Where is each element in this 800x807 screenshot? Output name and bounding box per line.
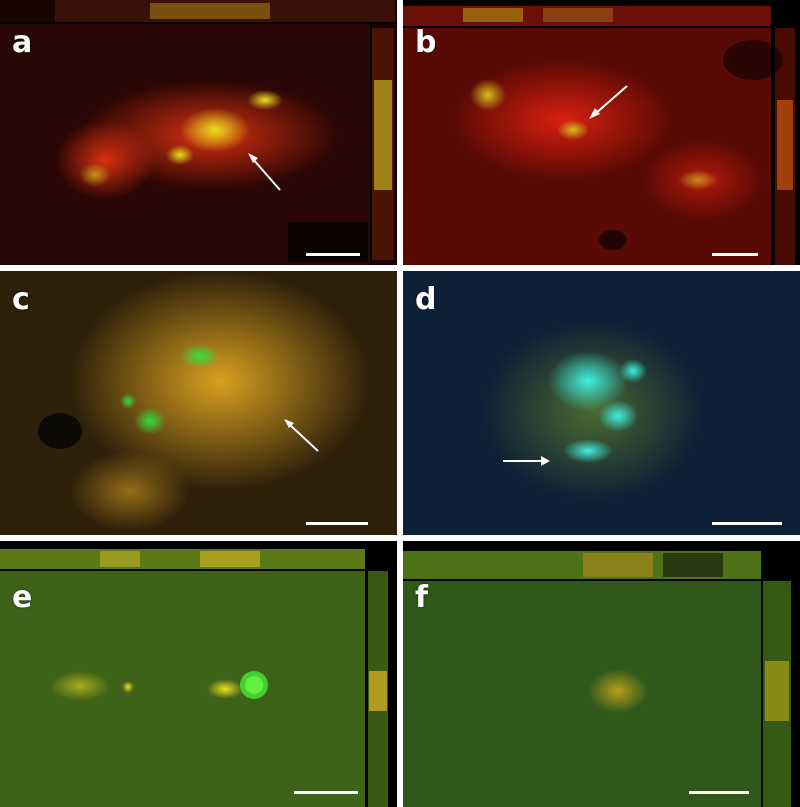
arrow-icon: [589, 85, 628, 119]
scale-bar: [689, 791, 749, 794]
arrow-icon: [503, 456, 550, 466]
panel-label-d: d: [415, 282, 437, 317]
micrograph-d: [403, 271, 800, 535]
panel-c: c: [0, 271, 397, 535]
scale-bar: [294, 791, 358, 794]
panel-f: f: [403, 541, 800, 807]
panel-a: a: [0, 0, 397, 265]
panel-label-a: a: [12, 25, 33, 60]
scale-bar: [306, 522, 368, 525]
scale-bar: [712, 253, 758, 256]
micrograph-a: [0, 0, 397, 265]
scale-bar: [306, 253, 360, 256]
micrograph-b: [403, 0, 800, 265]
arrow-icon: [248, 153, 281, 191]
panel-label-c: c: [12, 282, 30, 317]
panel-e: e: [0, 541, 397, 807]
panel-label-e: e: [12, 580, 33, 615]
panel-d: d: [403, 271, 800, 535]
panel-b: b: [403, 0, 800, 265]
panel-label-b: b: [415, 25, 437, 60]
micrograph-f: [403, 541, 800, 807]
micrograph-e: [0, 541, 397, 807]
scale-bar: [712, 522, 782, 525]
arrow-icon: [284, 419, 319, 452]
micrograph-c: [0, 271, 397, 535]
panel-label-f: f: [415, 580, 429, 615]
